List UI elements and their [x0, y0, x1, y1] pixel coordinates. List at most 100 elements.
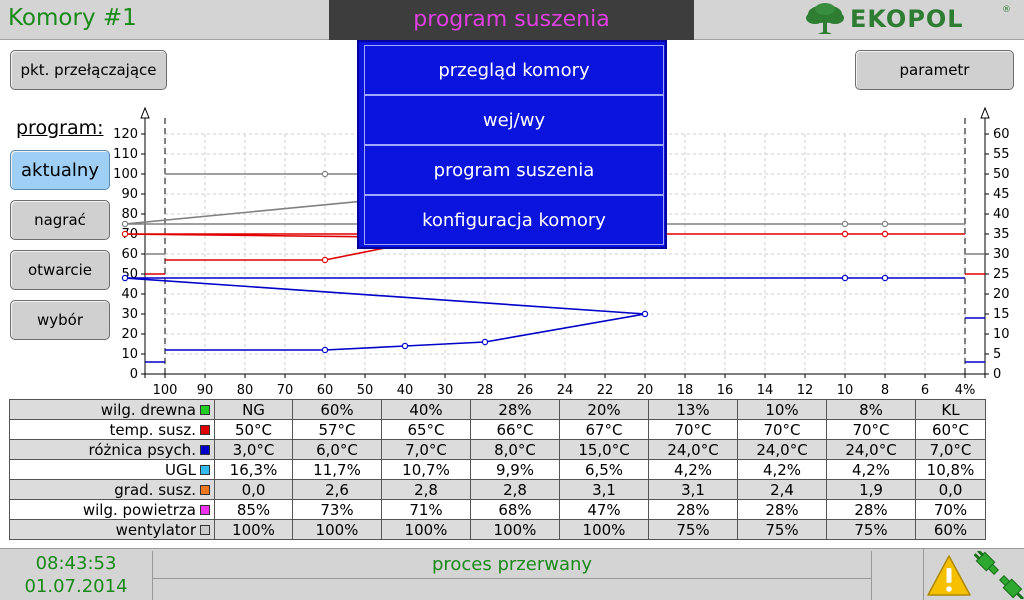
table-row: temp. susz. 50°C 57°C 65°C 66°C 67°C 70°C 70°C 7… — [9, 419, 986, 440]
menu-item-chamber-config[interactable]: konfiguracja komory — [364, 195, 664, 245]
table-cell[interactable]: 7,0°C — [915, 439, 986, 460]
table-cell[interactable]: 100% — [214, 519, 293, 540]
table-cell[interactable]: 2,6 — [292, 479, 382, 500]
table-cell[interactable]: 70% — [915, 499, 986, 520]
x-tick-label: 100 — [153, 383, 178, 398]
table-cell[interactable]: 75% — [737, 519, 827, 540]
switch-points-button[interactable]: pkt. przełączające — [10, 50, 167, 90]
table-cell[interactable]: 65°C — [381, 419, 471, 440]
warning-icon[interactable] — [924, 551, 974, 599]
x-tick-label: 24 — [557, 383, 574, 398]
table-cell[interactable]: 100% — [381, 519, 471, 540]
table-cell[interactable]: 67°C — [559, 419, 649, 440]
table-cell[interactable]: 70°C — [648, 419, 738, 440]
table-cell[interactable]: 4,2% — [737, 459, 827, 480]
table-cell[interactable]: 24,0°C — [648, 439, 738, 460]
table-cell[interactable]: NG — [214, 399, 293, 420]
table-cell[interactable]: 57°C — [292, 419, 382, 440]
table-cell[interactable]: 68% — [470, 499, 560, 520]
row-label: wentylator — [9, 519, 215, 540]
table-cell[interactable]: 11,7% — [292, 459, 382, 480]
table-cell[interactable]: 28% — [737, 499, 827, 520]
registered-mark: ® — [1002, 5, 1011, 15]
right-tick-label: 60 — [993, 127, 1010, 142]
table-cell[interactable]: 75% — [648, 519, 738, 540]
date: 01.07.2014 — [24, 576, 128, 597]
record-button[interactable]: nagrać — [10, 200, 110, 240]
table-cell[interactable]: 70°C — [826, 419, 916, 440]
ekopol-logo: EKOPOL ® — [804, 3, 1014, 35]
table-row: różnica psych. 3,0°C 6,0°C 7,0°C 8,0°C 15,0°C… — [9, 439, 986, 460]
data-point — [121, 220, 129, 228]
table-cell[interactable]: 66°C — [470, 419, 560, 440]
table-cell[interactable]: 28% — [648, 499, 738, 520]
table-cell[interactable]: 9,9% — [470, 459, 560, 480]
table-cell[interactable]: 3,1 — [559, 479, 649, 500]
table-cell[interactable]: 40% — [381, 399, 471, 420]
table-cell[interactable]: 13% — [648, 399, 738, 420]
legend-swatch — [200, 504, 210, 515]
table-cell[interactable]: 0,0 — [915, 479, 986, 500]
table-cell[interactable]: 75% — [826, 519, 916, 540]
table-cell[interactable]: 60% — [915, 519, 986, 540]
menu-item-drying-program[interactable]: program suszenia — [364, 145, 664, 195]
table-cell[interactable]: 2,8 — [470, 479, 560, 500]
table-cell[interactable]: 1,9 — [826, 479, 916, 500]
table-cell[interactable]: 28% — [470, 399, 560, 420]
left-tick-label: 20 — [121, 327, 138, 342]
table-cell[interactable]: 4,2% — [826, 459, 916, 480]
x-tick-label: 4% — [955, 383, 976, 398]
chamber-title[interactable]: Komory #1 — [8, 5, 137, 31]
right-tick-label: 45 — [993, 187, 1010, 202]
table-cell[interactable]: 16,3% — [214, 459, 293, 480]
table-cell[interactable]: 3,0°C — [214, 439, 293, 460]
table-cell[interactable]: 10,8% — [915, 459, 986, 480]
table-cell[interactable]: 20% — [559, 399, 649, 420]
parameter-button[interactable]: parametr — [855, 50, 1014, 90]
right-tick-label: 20 — [993, 287, 1010, 302]
table-cell[interactable]: 7,0°C — [381, 439, 471, 460]
table-cell[interactable]: 6,0°C — [292, 439, 382, 460]
table-cell[interactable]: 8,0°C — [470, 439, 560, 460]
menu-item-chamber-overview[interactable]: przegląd komory — [364, 45, 664, 95]
table-cell[interactable]: 100% — [470, 519, 560, 540]
table-cell[interactable]: 100% — [559, 519, 649, 540]
select-button[interactable]: wybór — [10, 300, 110, 340]
table-cell[interactable]: 15,0°C — [559, 439, 649, 460]
table-cell[interactable]: 4,2% — [648, 459, 738, 480]
table-cell[interactable]: 2,8 — [381, 479, 471, 500]
table-cell[interactable]: 71% — [381, 499, 471, 520]
table-cell[interactable]: 24,0°C — [737, 439, 827, 460]
table-cell[interactable]: 100% — [292, 519, 382, 540]
table-cell[interactable]: 50°C — [214, 419, 293, 440]
table-cell[interactable]: 70°C — [737, 419, 827, 440]
current-program-button[interactable]: aktualny — [10, 150, 110, 190]
table-cell[interactable]: 85% — [214, 499, 293, 520]
right-tick-label: 15 — [993, 307, 1010, 322]
row-label: różnica psych. — [9, 439, 215, 460]
menu-item-io[interactable]: wej/wy — [364, 95, 664, 145]
table-cell[interactable]: 73% — [292, 499, 382, 520]
table-cell[interactable]: 2,4 — [737, 479, 827, 500]
table-cell[interactable]: 10% — [737, 399, 827, 420]
table-cell[interactable]: 3,1 — [648, 479, 738, 500]
table-cell[interactable]: 24,0°C — [826, 439, 916, 460]
table-cell[interactable]: 6,5% — [559, 459, 649, 480]
table-cell[interactable]: 8% — [826, 399, 916, 420]
plug-connection-icon[interactable] — [973, 549, 1024, 600]
table-cell[interactable]: 0,0 — [214, 479, 293, 500]
right-tick-label: 40 — [993, 207, 1010, 222]
open-button[interactable]: otwarcie — [10, 250, 110, 290]
left-axis-arrow — [140, 106, 150, 119]
legend-swatch — [200, 404, 210, 415]
table-row: UGL 16,3% 11,7% 10,7% 9,9% 6,5% 4,2% 4,2% 4,2% 10… — [9, 459, 986, 480]
table-cell[interactable]: KL — [915, 399, 986, 420]
table-cell[interactable]: 10,7% — [381, 459, 471, 480]
table-cell[interactable]: 47% — [559, 499, 649, 520]
legend-swatch — [200, 444, 210, 455]
table-row: grad. susz. 0,0 2,6 2,8 2,8 3,1 3,1 2,4 1,9 0,0 — [9, 479, 986, 500]
table-cell[interactable]: 60% — [292, 399, 382, 420]
table-cell[interactable]: 60°C — [915, 419, 986, 440]
current-view-title[interactable]: program suszenia — [329, 0, 694, 40]
table-cell[interactable]: 28% — [826, 499, 916, 520]
